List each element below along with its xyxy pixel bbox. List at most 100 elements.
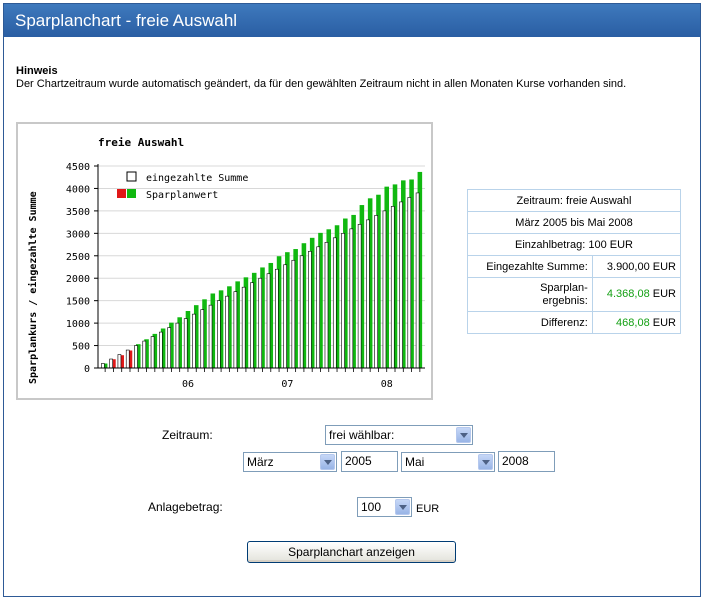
bar-paid (175, 322, 180, 369)
bar-paid (332, 237, 337, 369)
stat-zeitraum: Zeitraum: freie Auswahl (467, 189, 681, 212)
bar-paid (390, 206, 395, 369)
bar-paid (167, 327, 171, 369)
bar-paid (291, 259, 296, 369)
end-year-input[interactable]: 2008 (498, 451, 555, 472)
legend-label-value: Sparplanwert (146, 190, 218, 201)
bar-paid (258, 277, 263, 369)
start-year-input[interactable]: 2005 (341, 451, 398, 472)
bar-paid (183, 318, 188, 369)
zeitraum-select-value: frei wählbar: (329, 428, 395, 442)
bar-paid (208, 304, 213, 369)
bar-paid (200, 309, 205, 369)
stat-eingezahlte-label: Eingezahlte Summe: (467, 255, 593, 278)
bar-value (127, 350, 133, 368)
y-tick-label: 3500 (66, 207, 90, 218)
bar-value (367, 198, 373, 368)
bar-value (251, 272, 257, 368)
zeitraum-select[interactable]: frei wählbar: (325, 425, 473, 445)
show-chart-button[interactable]: Sparplanchart anzeigen (247, 541, 456, 563)
bar-value (334, 225, 340, 368)
stat-differenz-value: 468,08 EUR (591, 311, 682, 334)
bar-value (301, 243, 307, 368)
stat-differenz-number: 468,08 (616, 316, 650, 329)
bar-paid (241, 286, 246, 369)
bar-paid (399, 201, 403, 369)
bar-value (185, 310, 191, 368)
y-tick-label: 3000 (66, 229, 90, 240)
bar-value (135, 344, 141, 368)
stat-ergebnis-label-line1: Sparplan- (540, 281, 588, 294)
bar-value (343, 218, 348, 368)
bar-paid (266, 273, 271, 369)
y-tick-label: 4000 (66, 184, 90, 195)
y-tick-label: 2000 (66, 274, 90, 285)
bar-value (119, 355, 124, 368)
stat-ergebnis-label-line2: ergebnis: (542, 294, 588, 307)
bar-paid (134, 345, 138, 369)
savings-chart: freie Auswahl Sparplankurs / eingezahlte… (16, 122, 433, 400)
bar-value (351, 214, 356, 368)
stat-einzahlbetrag: Einzahlbetrag: 100 EUR (467, 233, 681, 256)
summary-table: Zeitraum: freie Auswahl März 2005 bis Ma… (467, 189, 682, 334)
bar-value (285, 252, 290, 368)
bar-paid (233, 291, 238, 369)
bar-value (268, 262, 274, 368)
bar-paid (150, 336, 155, 369)
bar-paid (142, 340, 147, 369)
bar-value (111, 359, 116, 368)
start-month-value: März (247, 455, 274, 469)
x-tick-label: 08 (381, 379, 393, 390)
bar-value (152, 333, 158, 368)
bar-paid (225, 295, 229, 369)
bar-value (102, 363, 108, 368)
page-title: Sparplanchart - freie Auswahl (4, 4, 700, 37)
legend-label-paid: eingezahlte Summe (146, 173, 248, 184)
hint-text: Der Chartzeitraum wurde automatisch geän… (16, 78, 627, 90)
x-tick-label: 06 (182, 379, 194, 390)
bar-paid (117, 354, 122, 369)
bar-paid (274, 268, 279, 369)
stat-period: März 2005 bis Mai 2008 (467, 211, 681, 234)
x-tick-label: 07 (281, 379, 293, 390)
chevron-down-icon (456, 427, 471, 443)
window-frame (3, 3, 701, 597)
anlagebetrag-select[interactable]: 100 (357, 497, 412, 517)
stat-ergebnis-unit: EUR (652, 288, 676, 300)
bar-value (177, 317, 182, 368)
legend-swatch-positive (127, 189, 136, 198)
bar-paid (349, 228, 354, 369)
legend-swatch-negative (117, 189, 126, 198)
chevron-down-icon (320, 454, 335, 470)
bar-paid (159, 331, 163, 369)
y-tick-label: 4500 (66, 162, 90, 173)
bar-paid (324, 242, 329, 369)
end-month-value: Mai (405, 455, 425, 469)
bar-value (392, 184, 398, 368)
bar-value (309, 237, 315, 368)
end-month-select[interactable]: Mai (401, 452, 495, 472)
bar-paid (125, 349, 130, 369)
stat-ergebnis-label: Sparplan-ergebnis: (467, 277, 593, 312)
bar-value (401, 180, 406, 368)
chevron-down-icon (478, 454, 493, 470)
chart-title: freie Auswahl (98, 136, 184, 149)
bar-value (276, 256, 282, 368)
zeitraum-label: Zeitraum: (162, 428, 213, 442)
bar-value (210, 293, 216, 368)
y-tick-label: 1500 (66, 297, 90, 308)
bar-value (359, 205, 365, 368)
bar-value (227, 286, 232, 368)
bar-paid (192, 313, 196, 369)
bar-paid (299, 255, 304, 369)
bar-paid (382, 210, 387, 369)
bar-paid (109, 358, 113, 369)
bar-paid (250, 282, 254, 369)
bar-paid (407, 197, 412, 369)
legend-swatch-paid (126, 171, 137, 182)
bar-value (384, 186, 390, 368)
bar-paid (316, 246, 320, 369)
start-month-select[interactable]: März (243, 452, 337, 472)
bar-value (144, 339, 149, 368)
stat-eingezahlte-value: 3.900,00 EUR (591, 255, 682, 278)
